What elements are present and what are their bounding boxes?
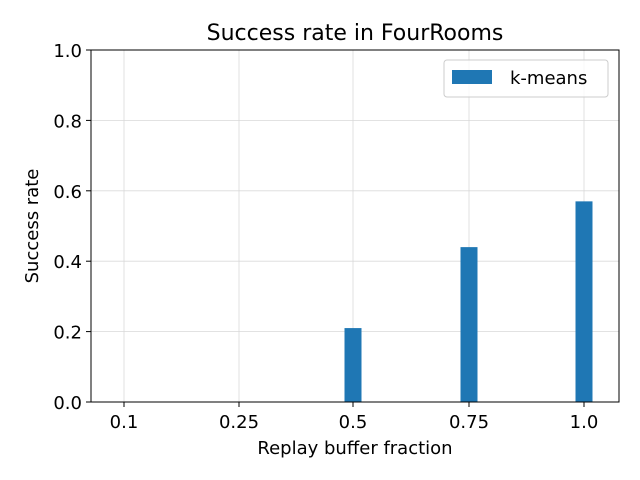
x-tick-label: 0.75 <box>449 412 489 433</box>
y-tick-label: 1.0 <box>53 41 82 62</box>
x-tick-label: 0.1 <box>110 412 139 433</box>
chart-title: Success rate in FourRooms <box>207 21 504 46</box>
y-axis-title: Success rate <box>22 169 43 284</box>
y-tick-label: 0.2 <box>53 323 82 344</box>
x-axis-title: Replay buffer fraction <box>257 438 452 459</box>
y-tick-label: 0.8 <box>53 111 82 132</box>
bars <box>344 201 593 402</box>
y-tick-label: 0.6 <box>53 182 82 203</box>
x-tick-label: 0.25 <box>219 412 259 433</box>
y-tick-label: 0.4 <box>53 252 82 273</box>
plot-frame <box>90 49 620 403</box>
legend-swatch <box>452 70 492 84</box>
x-tick-label: 0.5 <box>339 412 368 433</box>
legend-box <box>443 59 609 98</box>
legend: k-means <box>443 59 609 98</box>
bar <box>344 328 362 402</box>
ticks: 0.0 0.2 0.4 0.6 0.8 1.0 0.1 0.25 0.5 0.75 1.0 <box>53 41 598 433</box>
legend-label: k-means <box>510 68 587 89</box>
x-tick-label: 1.0 <box>570 412 599 433</box>
bar <box>575 201 593 402</box>
y-tick-label: 0.0 <box>53 393 82 414</box>
bar <box>460 247 478 402</box>
